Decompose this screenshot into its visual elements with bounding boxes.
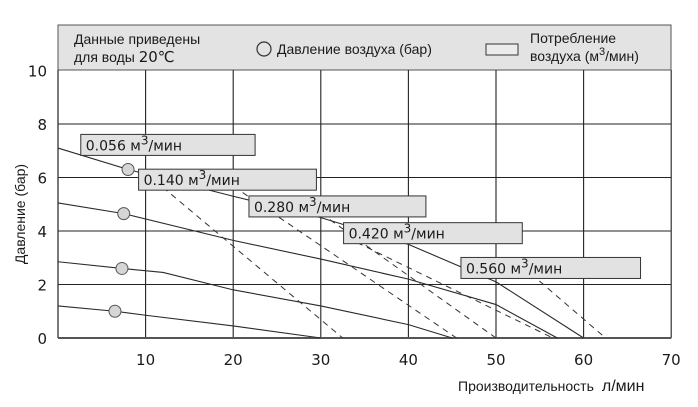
x-tick-label: 10 [136, 351, 155, 369]
flow-label-text: 0.420 м3/мин [349, 222, 445, 243]
consumption-line [346, 237, 554, 339]
y-axis-label: Давление (бар) [12, 164, 28, 264]
legend-consumption-line1: Потребление [530, 30, 616, 46]
pressure-marker [115, 261, 129, 275]
pressure-marker [108, 304, 122, 318]
legend-note-line2: для воды 20℃ [74, 48, 175, 66]
axis-ticks: 10 20 30 40 50 60 70 0 2 4 6 8 10 [28, 63, 681, 370]
consumption-line [530, 273, 606, 339]
legend-panel [57, 24, 672, 71]
flow-label-text: 0.140 м3/мин [144, 168, 240, 189]
consumption-line [154, 179, 344, 339]
x-tick-label: 40 [399, 351, 418, 369]
y-tick-label: 10 [28, 63, 47, 81]
consumption-line [311, 206, 497, 339]
legend-consumption-line2: воздуха (м3/мин) [530, 46, 639, 64]
x-tick-label: 70 [662, 351, 681, 369]
legend-note-line1: Данные приведены [74, 31, 200, 47]
grid [57, 70, 672, 339]
flow-label-text: 0.056 м3/мин [86, 133, 182, 154]
pressure-markers [108, 162, 135, 318]
pressure-curve [57, 261, 453, 339]
legend-pressure-label: Давление воздуха (бар) [277, 41, 432, 57]
pressure-marker [121, 162, 135, 176]
x-tick-label: 50 [486, 351, 505, 369]
y-tick-label: 8 [37, 116, 47, 134]
y-tick-label: 0 [37, 330, 47, 348]
legend-temp: 20℃ [139, 48, 175, 66]
flow-boxes: 0.056 м3/мин 0.140 м3/мин 0.280 м3/мин 0.42… [80, 133, 642, 279]
flow-label-box: 0.280 м3/мин [248, 195, 427, 218]
flow-label-box: 0.560 м3/мин [460, 256, 642, 279]
y-tick-label: 6 [37, 170, 47, 188]
flow-label-box: 0.140 м3/мин [138, 168, 317, 191]
x-axis-label: Производительность л/мин [458, 378, 644, 395]
x-tick-label: 20 [224, 351, 243, 369]
flow-label-box: 0.420 м3/мин [343, 222, 523, 245]
flow-label-text: 0.280 м3/мин [254, 195, 350, 216]
pressure-legend-icon [256, 41, 272, 57]
consumption-legend-icon [485, 43, 519, 56]
pressure-curve [57, 305, 321, 339]
pressure-marker [117, 207, 131, 221]
flow-label-box: 0.056 м3/мин [80, 133, 256, 156]
y-tick-label: 2 [37, 277, 47, 295]
flow-label-text: 0.560 м3/мин [466, 256, 562, 277]
x-tick-label: 60 [574, 351, 593, 369]
y-tick-label: 4 [37, 223, 47, 241]
x-tick-label: 30 [311, 351, 330, 369]
